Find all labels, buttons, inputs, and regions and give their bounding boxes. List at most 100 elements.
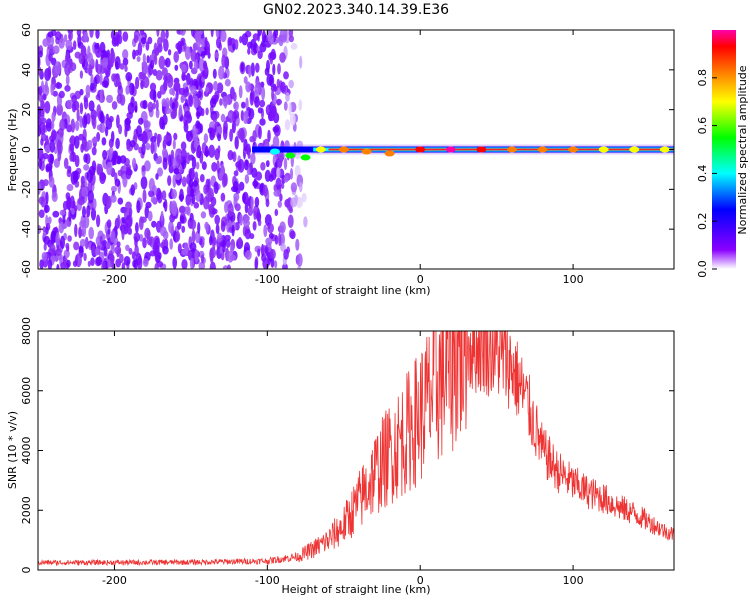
x-tick-label: 100 (563, 574, 584, 587)
noise-speck (70, 195, 75, 210)
noise-speck (105, 195, 111, 209)
noise-speck (198, 38, 206, 45)
spectrogram-signal (252, 144, 674, 161)
signal-band-core (328, 148, 674, 151)
noise-speck (200, 108, 205, 117)
signal-point (537, 146, 548, 153)
noise-speck (116, 250, 120, 258)
noise-speck (38, 181, 41, 195)
noise-speck (220, 192, 226, 202)
noise-speck (188, 94, 194, 108)
noise-speck (193, 202, 200, 209)
noise-speck (144, 227, 151, 239)
noise-speck (220, 30, 227, 43)
noise-speck (127, 102, 135, 115)
noise-speck (139, 234, 144, 242)
noise-speck (247, 152, 251, 159)
signal-point (445, 146, 456, 153)
noise-speck (54, 61, 61, 75)
noise-speck (196, 148, 201, 158)
colorbar-gradient (712, 30, 736, 269)
noise-speck (140, 37, 147, 45)
spectrogram-y-axis-label: Frequency (Hz) (6, 109, 19, 192)
noise-speck (38, 66, 42, 76)
noise-speck (220, 113, 226, 123)
noise-speck (245, 81, 252, 93)
noise-speck (280, 183, 285, 189)
noise-speck (227, 250, 234, 263)
noise-speck (244, 228, 251, 240)
noise-speck (272, 63, 276, 76)
noise-speck (238, 85, 243, 99)
noise-speck (69, 143, 75, 152)
noise-speck (277, 200, 282, 208)
noise-speck (128, 82, 135, 96)
noise-speck (91, 146, 97, 156)
noise-speck (124, 64, 128, 73)
noise-speck (145, 142, 151, 151)
noise-speck (56, 103, 63, 116)
noise-speck (241, 101, 246, 109)
noise-speck (149, 250, 156, 257)
noise-speck (220, 221, 226, 232)
noise-speck (158, 55, 166, 70)
noise-speck (70, 118, 76, 133)
noise-speck (157, 133, 162, 143)
noise-speck (102, 149, 108, 160)
noise-speck (257, 248, 261, 257)
noise-speck (143, 65, 148, 75)
noise-speck (233, 101, 239, 111)
noise-speck (109, 194, 117, 203)
noise-speck (175, 173, 181, 181)
noise-speck (203, 60, 207, 70)
noise-speck (204, 36, 208, 48)
noise-speck (157, 167, 163, 177)
noise-speck (89, 30, 94, 38)
noise-speck (84, 172, 88, 182)
noise-speck (175, 42, 181, 50)
signal-point (338, 146, 349, 153)
noise-speck (278, 232, 282, 247)
noise-speck (243, 76, 248, 84)
signal-point (629, 146, 640, 153)
noise-speck (43, 235, 50, 245)
spectrogram-x-axis-label: Height of straight line (km) (281, 284, 430, 297)
noise-speck (272, 126, 280, 133)
noise-speck (165, 30, 169, 39)
noise-speck (290, 197, 298, 208)
x-tick-label: -200 (102, 273, 127, 286)
noise-speck (144, 160, 151, 172)
noise-speck (146, 236, 153, 246)
noise-speck (138, 117, 144, 125)
noise-speck (95, 256, 103, 266)
noise-speck (250, 196, 254, 209)
noise-speck (147, 210, 153, 222)
noise-speck (208, 144, 215, 158)
noise-speck (199, 174, 205, 183)
noise-speck (190, 85, 197, 95)
noise-speck (79, 102, 84, 115)
noise-speck (178, 104, 183, 118)
noise-speck (180, 95, 185, 104)
noise-speck (73, 40, 77, 50)
noise-speck (159, 117, 163, 128)
noise-speck (99, 123, 106, 134)
noise-speck (88, 226, 94, 240)
noise-speck (237, 236, 243, 247)
noise-speck (173, 81, 181, 91)
noise-speck (157, 190, 163, 204)
noise-speck (48, 176, 55, 188)
noise-speck (243, 159, 249, 171)
noise-speck (51, 191, 58, 202)
noise-speck (161, 148, 168, 158)
noise-speck (191, 156, 197, 170)
noise-speck (219, 246, 223, 255)
noise-speck (269, 74, 275, 88)
noise-speck (125, 72, 133, 82)
noise-speck (179, 205, 186, 214)
noise-speck (83, 31, 89, 43)
noise-speck (42, 152, 49, 160)
noise-speck (90, 207, 97, 221)
noise-speck (240, 62, 244, 73)
noise-speck (79, 70, 83, 79)
